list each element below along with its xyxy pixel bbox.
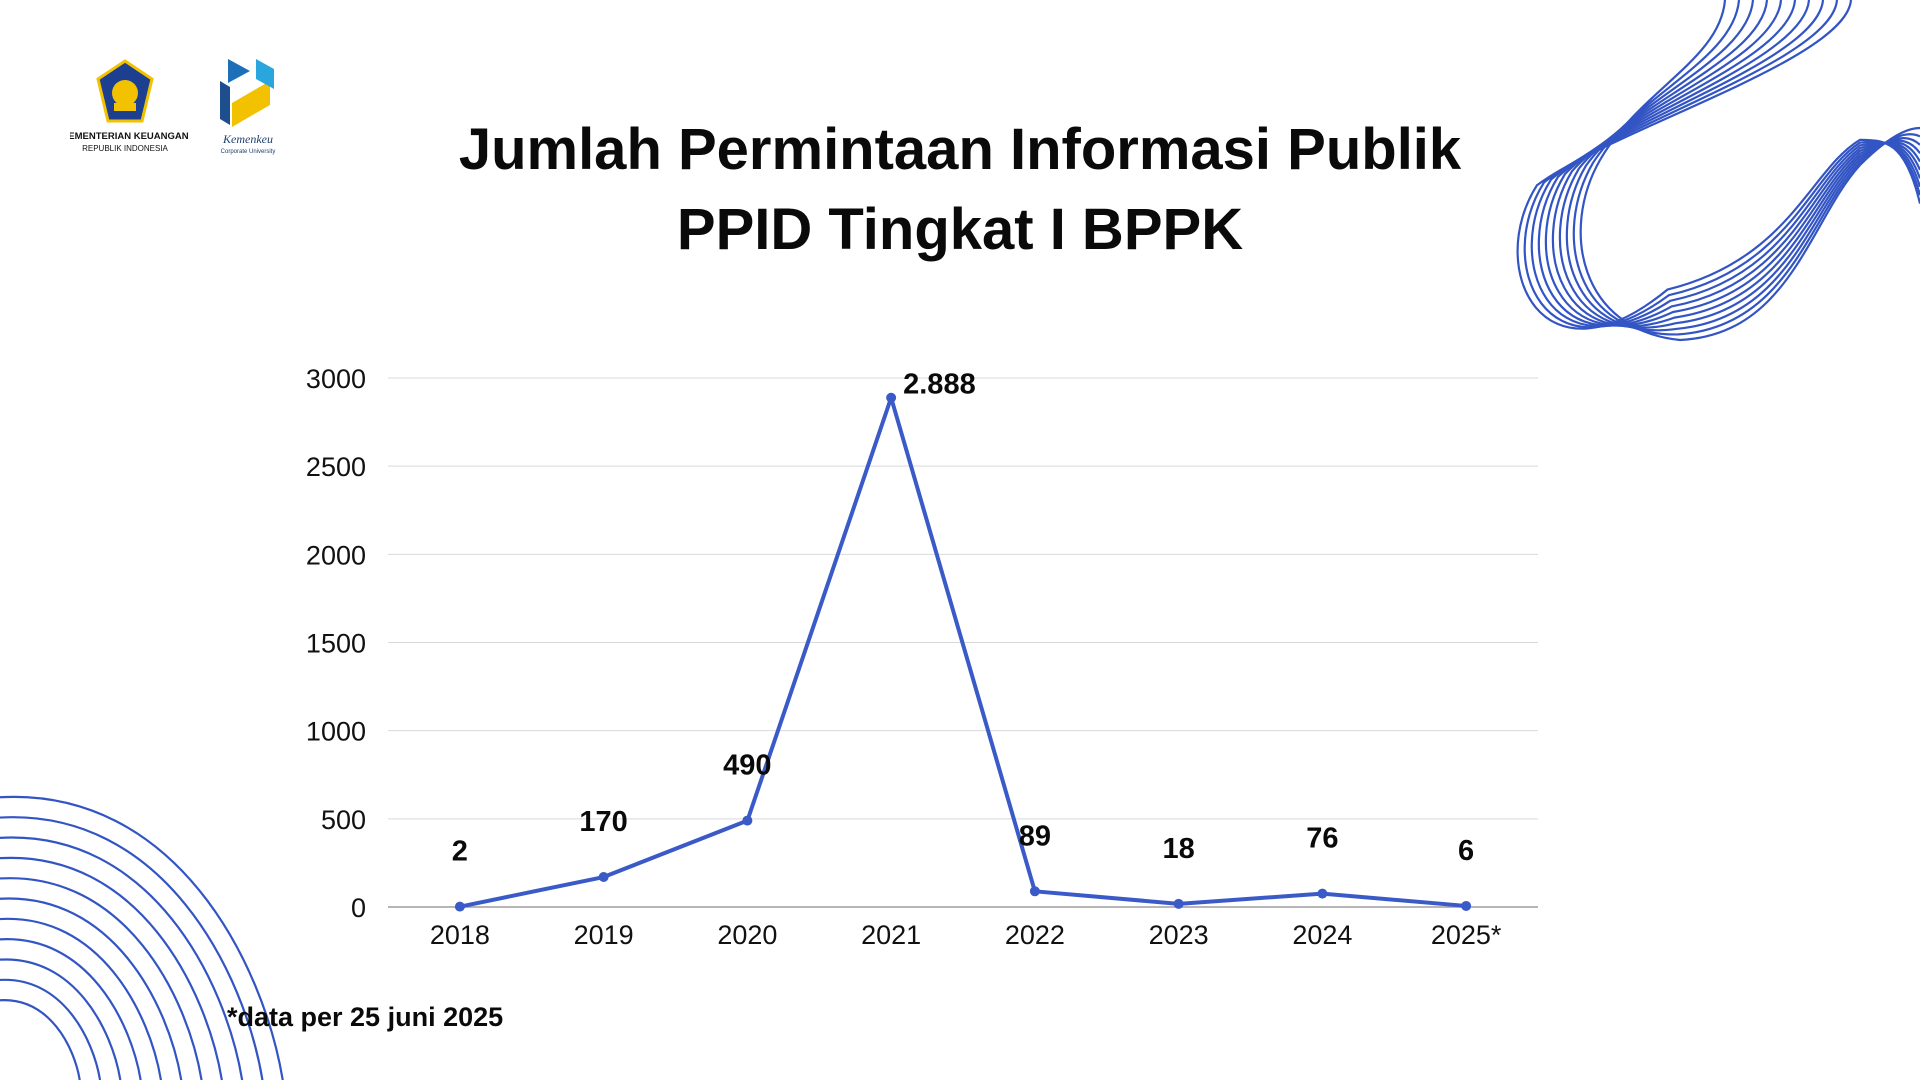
y-tick-label: 3000 [306,364,366,394]
data-label: 490 [723,750,771,782]
org-name: KEMENTERIAN KEUANGAN [70,131,189,142]
data-point [1317,888,1328,899]
wave-line [0,917,163,1080]
wave-line [0,978,102,1080]
x-tick-label: 2020 [717,920,777,950]
data-labels: 2 170 490 2.888 89 18 76 6 [452,369,1474,868]
data-label: 76 [1306,823,1338,855]
series-line [459,395,1467,909]
wave-line [0,999,81,1080]
y-tick-labels: 0 500 1000 1500 2000 2500 3000 [306,364,366,923]
y-tick-label: 1500 [306,629,366,659]
y-tick-label: 1000 [306,717,366,747]
data-label: 2.888 [903,369,976,401]
y-tick-label: 2500 [306,452,366,482]
x-tick-label: 2023 [1149,920,1209,950]
x-tick-labels: 2018 2019 2020 2021 2022 2023 2024 2025* [430,920,1502,950]
y-tick-label: 0 [351,893,366,923]
wave-line [1579,0,1920,342]
data-point [1461,900,1472,911]
data-points [454,392,1472,912]
data-point [454,901,465,912]
data-label: 89 [1019,820,1051,852]
title-line-2: PPID Tingkat I BPPK [676,197,1244,262]
wave-line [0,897,183,1080]
data-label: 2 [452,836,468,868]
data-point [886,392,897,403]
x-tick-label: 2024 [1292,920,1352,950]
data-point [598,872,609,883]
x-tick-label: 2022 [1005,920,1065,950]
wave-lines-top-right [1516,0,1920,342]
wave-lines-bottom-left [0,795,284,1080]
title-line-1: Jumlah Permintaan Informasi Publik [458,117,1462,182]
x-tick-label: 2018 [430,920,490,950]
data-label: 6 [1458,835,1474,867]
corpu-emblem-icon [220,59,274,127]
wave-line [1537,0,1920,327]
wave-line [0,836,244,1080]
org-sub: REPUBLIK INDONESIA [82,144,168,153]
data-label: 170 [579,806,627,838]
wave-line [0,795,284,1080]
cu-name: Kemenkeu [222,132,273,146]
chart-title: Jumlah Permintaan Informasi Publik PPID … [0,110,1920,270]
y-tick-label: 500 [321,805,366,835]
data-point [1173,898,1184,909]
wave-line [0,958,122,1080]
data-label: 18 [1162,833,1194,865]
x-tick-label: 2025* [1431,920,1502,950]
y-tick-label: 2000 [306,540,366,570]
cu-sub: Corporate University [221,149,276,155]
series-polyline [459,395,1467,909]
logo-area: KEMENTERIAN KEUANGAN REPUBLIK INDONESIA … [61,55,310,165]
wave-line [0,856,223,1080]
kemenkeu-emblem-icon [96,59,154,123]
data-point [1029,886,1040,897]
gridlines [388,377,1538,908]
kemenkeu-logo: KEMENTERIAN KEUANGAN REPUBLIK INDONESIA … [61,59,276,155]
wave-line [0,816,264,1080]
data-point [742,815,753,826]
wave-line [0,877,203,1080]
wave-line [1516,0,1920,330]
footnote: *data per 25 juni 2025 [227,1002,504,1032]
x-tick-label: 2019 [574,920,634,950]
x-tick-label: 2021 [861,920,921,950]
wave-line [1530,0,1920,328]
wave-line [0,938,142,1080]
